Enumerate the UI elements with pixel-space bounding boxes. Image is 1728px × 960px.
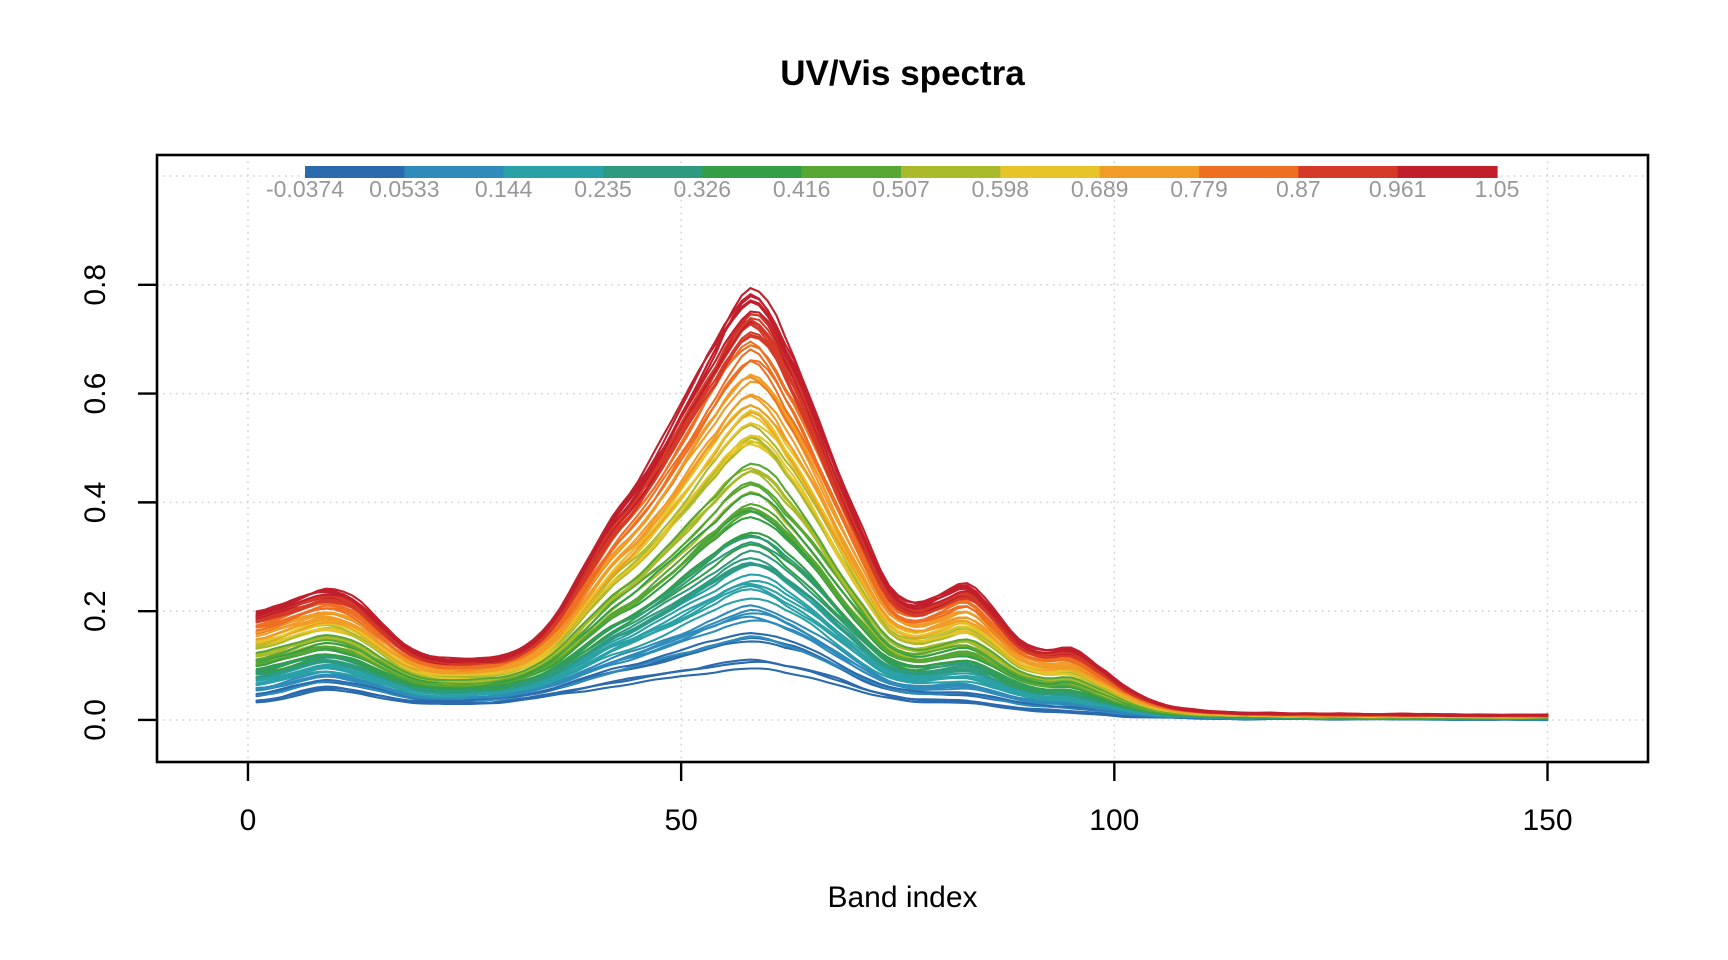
colorbar-tick-label: 0.235 xyxy=(574,176,632,202)
y-axis-tick-label: 0.6 xyxy=(79,373,112,415)
colorbar-segment xyxy=(801,166,902,178)
colorbar-tick-label: 1.05 xyxy=(1475,176,1520,202)
y-axis-tick-label: 0.4 xyxy=(79,482,112,524)
colorbar-tick-label: 0.779 xyxy=(1170,176,1228,202)
colorbar-segment xyxy=(901,166,1001,178)
colorbar-tick-label: 0.144 xyxy=(475,176,533,202)
colorbar-tick-label: 0.87 xyxy=(1276,176,1321,202)
plot-frame xyxy=(155,153,1650,764)
colorbar-segment xyxy=(603,166,703,178)
y-axis-tick-label: 0.8 xyxy=(79,264,112,306)
x-axis-label: Band index xyxy=(827,881,978,914)
x-axis-tick-label: 100 xyxy=(1089,804,1139,837)
chart-title: UV/Vis spectra xyxy=(780,54,1025,93)
colorbar-segment xyxy=(1199,166,1299,178)
colorbar-tick-label: -0.0374 xyxy=(266,176,344,202)
colorbar-segment xyxy=(1099,166,1200,178)
colorbar-segment xyxy=(503,166,604,178)
x-axis-tick-label: 50 xyxy=(664,804,697,837)
colorbar-segment xyxy=(1298,166,1399,178)
colorbar-segment xyxy=(305,166,405,178)
x-axis-tick-label: 150 xyxy=(1522,804,1572,837)
colorbar-segment xyxy=(404,166,505,178)
colorbar-tick-label: 0.416 xyxy=(773,176,831,202)
spectrum-line xyxy=(255,287,1549,717)
x-axis-tick-label: 0 xyxy=(240,804,257,837)
colorbar-tick-label: 0.598 xyxy=(972,176,1030,202)
y-axis-tick-label: 0.0 xyxy=(79,699,112,741)
colorbar-tick-label: 0.507 xyxy=(872,176,930,202)
colorbar-tick-label: 0.689 xyxy=(1071,176,1129,202)
colorbar-tick-label: 0.0533 xyxy=(369,176,439,202)
colorbar-segment xyxy=(1397,166,1498,178)
colorbar-segment xyxy=(702,166,803,178)
colorbar-segment xyxy=(1000,166,1101,178)
colorbar-tick-label: 0.326 xyxy=(674,176,732,202)
y-axis-tick-label: 0.2 xyxy=(79,590,112,632)
colorbar-tick-label: 0.961 xyxy=(1369,176,1427,202)
